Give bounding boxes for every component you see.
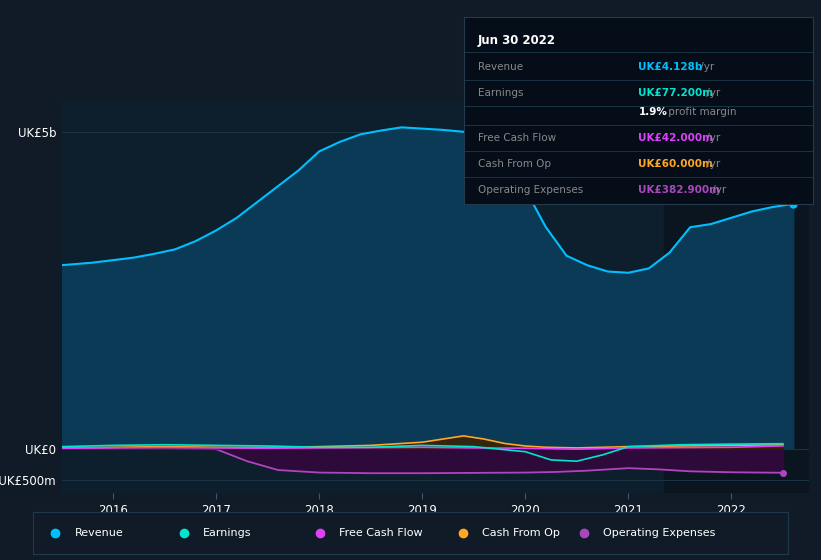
Text: UK£60.000m: UK£60.000m	[639, 159, 713, 169]
Bar	[664, 101, 809, 493]
Text: /yr: /yr	[696, 62, 713, 72]
Text: Earnings: Earnings	[478, 88, 523, 98]
Text: Cash From Op: Cash From Op	[482, 529, 560, 538]
Text: UK£42.000m: UK£42.000m	[639, 133, 713, 143]
Text: /yr: /yr	[703, 88, 720, 98]
Text: Operating Expenses: Operating Expenses	[478, 185, 583, 195]
Text: UK£382.900m: UK£382.900m	[639, 185, 720, 195]
Text: profit margin: profit margin	[665, 106, 736, 116]
Text: Revenue: Revenue	[478, 62, 523, 72]
Text: Jun 30 2022: Jun 30 2022	[478, 34, 556, 46]
Text: /yr: /yr	[709, 185, 727, 195]
Text: Revenue: Revenue	[75, 529, 123, 538]
Text: Free Cash Flow: Free Cash Flow	[478, 133, 556, 143]
Text: Cash From Op: Cash From Op	[478, 159, 551, 169]
Text: 1.9%: 1.9%	[639, 106, 667, 116]
Text: /yr: /yr	[703, 159, 720, 169]
Text: Operating Expenses: Operating Expenses	[603, 529, 715, 538]
Text: UK£4.128b: UK£4.128b	[639, 62, 703, 72]
Text: Free Cash Flow: Free Cash Flow	[339, 529, 422, 538]
Text: /yr: /yr	[703, 133, 720, 143]
Text: UK£77.200m: UK£77.200m	[639, 88, 713, 98]
Text: Earnings: Earnings	[203, 529, 251, 538]
